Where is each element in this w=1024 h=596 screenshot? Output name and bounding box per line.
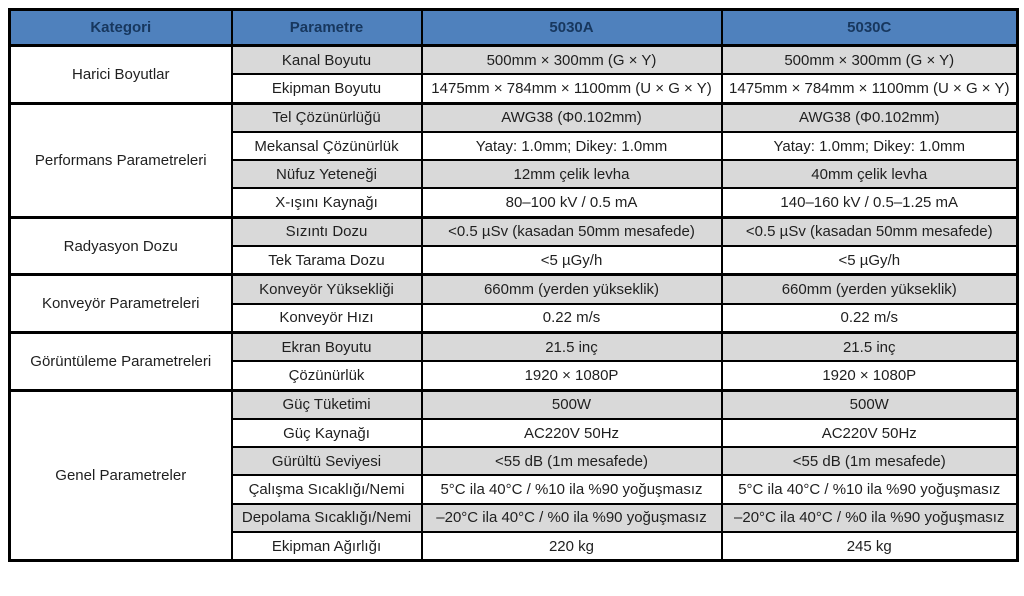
value-cell-5030a: AWG38 (Φ0.102mm) xyxy=(420,101,723,133)
value-cell-5030c: 1920 × 1080P xyxy=(720,360,1019,392)
value-cell-5030c: 245 kg xyxy=(720,531,1019,562)
category-cell-radyasyon-dozu: Radyasyon Dozu xyxy=(8,215,233,276)
value-cell-5030a: 12mm çelik levha xyxy=(420,159,723,190)
header-row: Kategori Parametre 5030A 5030C xyxy=(8,8,1019,47)
param-cell: Çalışma Sıcaklığı/Nemi xyxy=(230,474,423,505)
value-cell-5030a: 500W xyxy=(420,388,723,420)
value-cell-5030c: 5°C ila 40°C / %10 ila %90 yoğuşmasız xyxy=(720,474,1019,505)
spec-table: Kategori Parametre 5030A 5030C Harici Bo… xyxy=(8,8,1019,563)
value-cell-5030a: 1475mm × 784mm × 1100mm (U × G × Y) xyxy=(420,73,723,105)
table-row: Genel Parametreler Güç Tüketimi 500W 500… xyxy=(8,388,1019,562)
table-row: Güç Kaynağı AC220V 50Hz AC220V 50Hz xyxy=(10,417,1019,449)
table-row: Gürültü Seviyesi <55 dB (1m mesafede) <5… xyxy=(10,446,1019,477)
value-cell-5030c: –20°C ila 40°C / %0 ila %90 yoğuşmasız xyxy=(720,502,1019,534)
table-row: Mekansal Çözünürlük Yatay: 1.0mm; Dikey:… xyxy=(10,130,1019,162)
param-cell: Depolama Sıcaklığı/Nemi xyxy=(230,502,423,534)
value-cell-5030a: <0.5 µSv (kasadan 50mm mesafede) xyxy=(420,215,723,248)
value-cell-5030c: AC220V 50Hz xyxy=(720,417,1019,449)
param-cell: Ekipman Boyutu xyxy=(230,73,423,105)
param-cell: Gürültü Seviyesi xyxy=(230,446,423,477)
table-row: Depolama Sıcaklığı/Nemi –20°C ila 40°C /… xyxy=(10,502,1019,534)
category-cell-genel-parametreler: Genel Parametreler xyxy=(8,388,233,562)
value-cell-5030a: 0.22 m/s xyxy=(420,302,723,334)
column-header-5030a: 5030A xyxy=(420,8,723,47)
value-cell-5030a: 220 kg xyxy=(420,531,723,562)
table-row: Performans Parametreleri Tel Çözünürlüğü… xyxy=(8,101,1019,219)
value-cell-5030a: <55 dB (1m mesafede) xyxy=(420,446,723,477)
param-cell: Mekansal Çözünürlük xyxy=(230,130,423,162)
table-row: Çözünürlük 1920 × 1080P 1920 × 1080P xyxy=(10,360,1019,392)
value-cell-5030c: 0.22 m/s xyxy=(720,302,1019,334)
value-cell-5030c: <0.5 µSv (kasadan 50mm mesafede) xyxy=(720,215,1019,248)
category-cell-performans-parametreleri: Performans Parametreleri xyxy=(8,101,233,219)
value-cell-5030a: 21.5 inç xyxy=(420,330,723,363)
value-cell-5030a: <5 µGy/h xyxy=(420,245,723,276)
value-cell-5030a: 80–100 kV / 0.5 mA xyxy=(420,187,723,219)
table-row: Çalışma Sıcaklığı/Nemi 5°C ila 40°C / %1… xyxy=(10,474,1019,505)
param-cell: Konveyör Yüksekliği xyxy=(230,273,423,305)
param-cell: Tel Çözünürlüğü xyxy=(230,101,423,133)
value-cell-5030c: AWG38 (Φ0.102mm) xyxy=(720,101,1019,133)
value-cell-5030c: 500mm × 300mm (G × Y) xyxy=(720,44,1019,76)
value-cell-5030a: 1920 × 1080P xyxy=(420,360,723,392)
table-row: X-ışını Kaynağı 80–100 kV / 0.5 mA 140–1… xyxy=(10,187,1019,219)
table-row: Konveyör Parametreleri Konveyör Yüksekli… xyxy=(8,273,1019,334)
param-cell: X-ışını Kaynağı xyxy=(230,187,423,219)
category-cell-goruntuleme-parametreleri: Görüntüleme Parametreleri xyxy=(8,330,233,392)
param-cell: Nüfuz Yeteneği xyxy=(230,159,423,190)
param-cell: Güç Tüketimi xyxy=(230,388,423,420)
param-cell: Kanal Boyutu xyxy=(230,44,423,76)
table-row: Konveyör Hızı 0.22 m/s 0.22 m/s xyxy=(10,302,1019,334)
value-cell-5030a: 5°C ila 40°C / %10 ila %90 yoğuşmasız xyxy=(420,474,723,505)
column-header-parametre: Parametre xyxy=(230,8,423,47)
param-cell: Tek Tarama Dozu xyxy=(230,245,423,276)
table-row: Radyasyon Dozu Sızıntı Dozu <0.5 µSv (ka… xyxy=(8,215,1019,276)
category-cell-konveyor-parametreleri: Konveyör Parametreleri xyxy=(8,273,233,334)
value-cell-5030c: 40mm çelik levha xyxy=(720,159,1019,190)
table-row: Harici Boyutlar Kanal Boyutu 500mm × 300… xyxy=(8,44,1019,105)
value-cell-5030c: 500W xyxy=(720,388,1019,420)
param-cell: Ekran Boyutu xyxy=(230,330,423,363)
param-cell: Sızıntı Dozu xyxy=(230,215,423,248)
value-cell-5030c: 660mm (yerden yükseklik) xyxy=(720,273,1019,305)
table-row: Ekipman Ağırlığı 220 kg 245 kg xyxy=(10,531,1019,562)
column-header-kategori: Kategori xyxy=(8,8,233,47)
param-cell: Güç Kaynağı xyxy=(230,417,423,449)
value-cell-5030a: 660mm (yerden yükseklik) xyxy=(420,273,723,305)
value-cell-5030a: Yatay: 1.0mm; Dikey: 1.0mm xyxy=(420,130,723,162)
value-cell-5030c: <5 µGy/h xyxy=(720,245,1019,276)
column-header-5030c: 5030C xyxy=(720,8,1019,47)
value-cell-5030a: 500mm × 300mm (G × Y) xyxy=(420,44,723,76)
value-cell-5030c: 21.5 inç xyxy=(720,330,1019,363)
param-cell: Konveyör Hızı xyxy=(230,302,423,334)
param-cell: Ekipman Ağırlığı xyxy=(230,531,423,562)
value-cell-5030a: AC220V 50Hz xyxy=(420,417,723,449)
table-row: Ekipman Boyutu 1475mm × 784mm × 1100mm (… xyxy=(10,73,1019,105)
table-row: Tek Tarama Dozu <5 µGy/h <5 µGy/h xyxy=(10,245,1019,276)
value-cell-5030c: <55 dB (1m mesafede) xyxy=(720,446,1019,477)
value-cell-5030a: –20°C ila 40°C / %0 ila %90 yoğuşmasız xyxy=(420,502,723,534)
value-cell-5030c: 1475mm × 784mm × 1100mm (U × G × Y) xyxy=(720,73,1019,105)
category-cell-harici-boyutlar: Harici Boyutlar xyxy=(8,44,233,105)
table-row: Nüfuz Yeteneği 12mm çelik levha 40mm çel… xyxy=(10,159,1019,190)
table-row: Görüntüleme Parametreleri Ekran Boyutu 2… xyxy=(8,330,1019,392)
param-cell: Çözünürlük xyxy=(230,360,423,392)
value-cell-5030c: Yatay: 1.0mm; Dikey: 1.0mm xyxy=(720,130,1019,162)
value-cell-5030c: 140–160 kV / 0.5–1.25 mA xyxy=(720,187,1019,219)
